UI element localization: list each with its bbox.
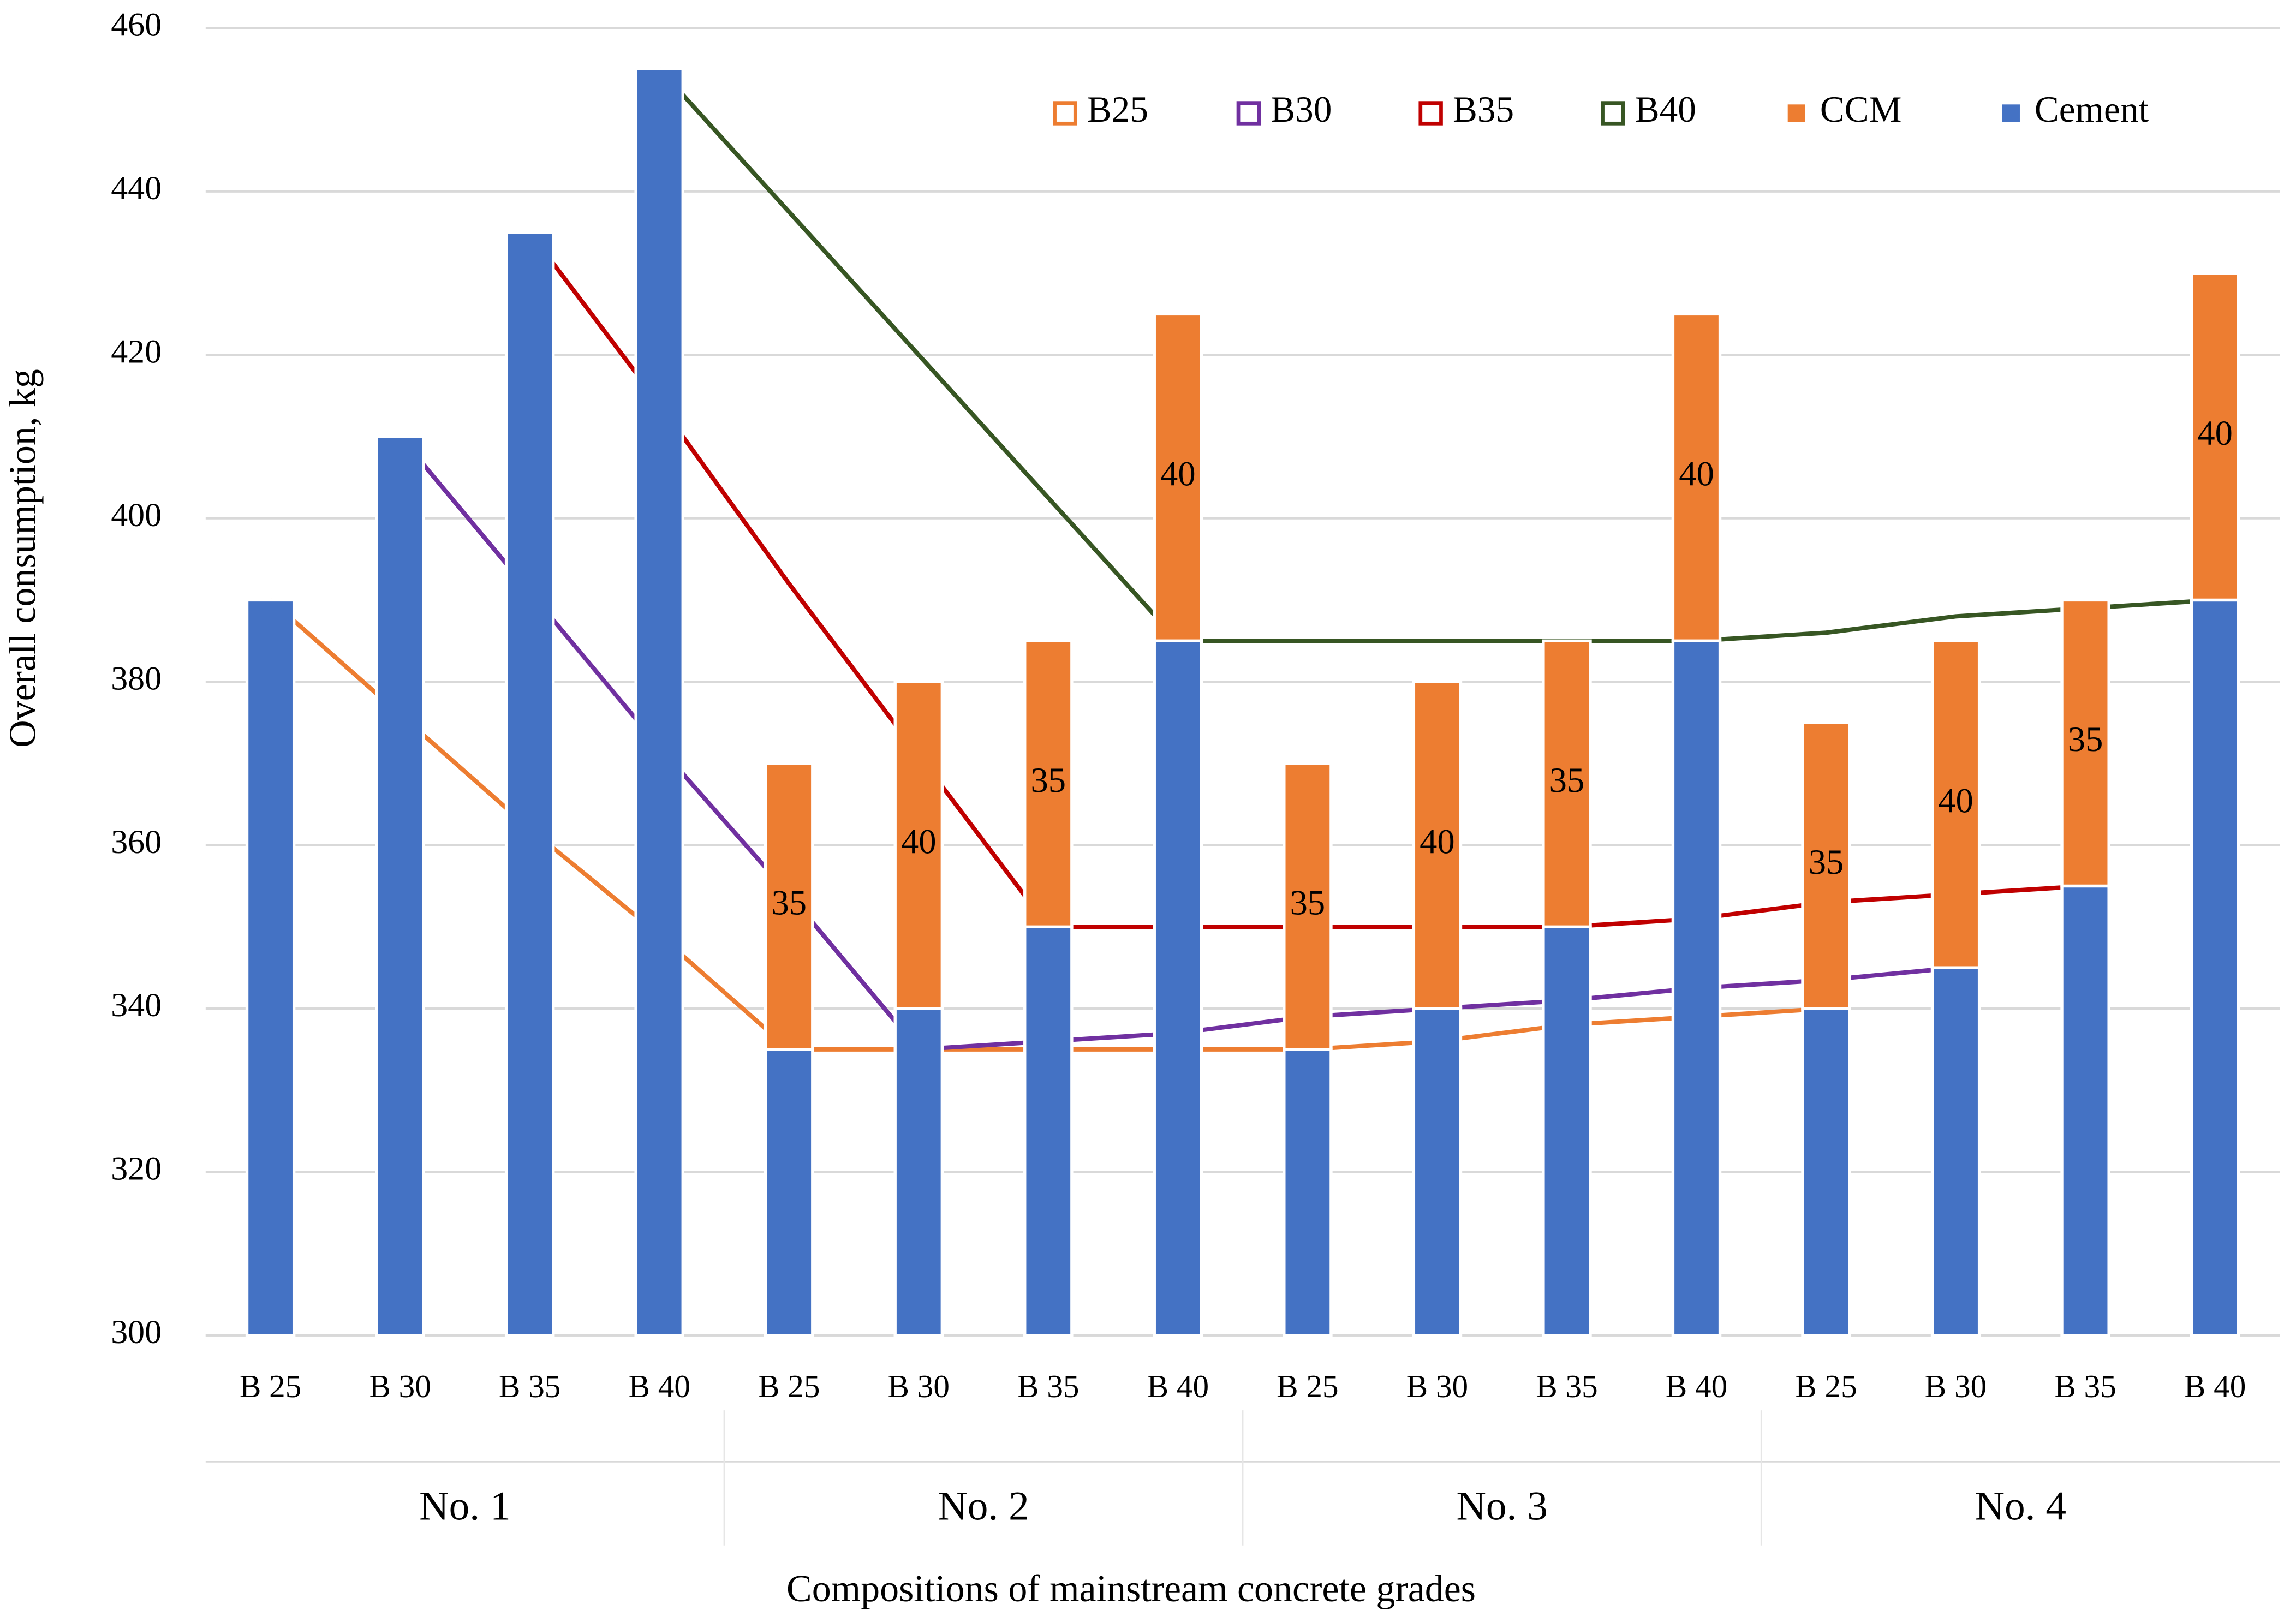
- data-label: 40: [1938, 781, 1973, 820]
- bar: [1930, 639, 1981, 969]
- bar: [893, 680, 944, 1010]
- bar: [764, 1048, 814, 1337]
- bar: [1801, 721, 1851, 1010]
- x-tick-label: B 40: [1147, 1368, 1209, 1404]
- y-axis-label: Overall consumption, kg: [2, 369, 44, 748]
- bar: [1671, 639, 1722, 1337]
- bar: [2190, 598, 2240, 1337]
- group-label: No. 1: [419, 1484, 510, 1529]
- bar: [1153, 639, 1203, 1337]
- legend-label: B25: [1087, 89, 1148, 130]
- x-tick-label: B 30: [1406, 1368, 1469, 1404]
- data-label: 35: [1549, 760, 1585, 800]
- x-tick-label: B 25: [1277, 1368, 1339, 1404]
- y-tick-label: 360: [111, 824, 162, 861]
- data-label: 35: [2068, 719, 2103, 759]
- legend-label: B35: [1453, 89, 1514, 130]
- x-tick-label: B 25: [1795, 1368, 1857, 1404]
- y-tick-label: 400: [111, 497, 162, 534]
- y-tick-label: 320: [111, 1150, 162, 1188]
- x-tick-label: B 25: [758, 1368, 820, 1404]
- x-tick-label: B 35: [499, 1368, 561, 1404]
- bar: [1153, 312, 1203, 642]
- bar: [2190, 271, 2240, 602]
- y-tick-label: 440: [111, 170, 162, 207]
- x-tick-label: B 30: [369, 1368, 431, 1404]
- legend-label: CCM: [1820, 89, 1902, 130]
- group-label: No. 2: [938, 1484, 1029, 1529]
- bar: [1930, 966, 1981, 1337]
- x-tick-label: B 30: [888, 1368, 950, 1404]
- y-tick-label: 300: [111, 1314, 162, 1351]
- bar: [375, 435, 425, 1337]
- x-tick-label: B 40: [2184, 1368, 2246, 1404]
- data-label: 35: [1809, 842, 1844, 881]
- x-tick-label: B 30: [1925, 1368, 1987, 1404]
- data-label: 35: [1031, 760, 1066, 800]
- x-tick-label: B 35: [1017, 1368, 1079, 1404]
- legend-swatch: [1601, 101, 1625, 126]
- bar: [893, 1007, 944, 1337]
- data-label: 35: [1290, 883, 1326, 922]
- x-tick-label: B 40: [1666, 1368, 1728, 1404]
- group-label: No. 3: [1456, 1484, 1547, 1529]
- data-label: 40: [901, 821, 937, 861]
- legend-swatch: [1787, 104, 1805, 122]
- bar: [1412, 680, 1463, 1010]
- bar: [1542, 925, 1592, 1337]
- bar: [1801, 1007, 1851, 1337]
- line-series: [658, 67, 2215, 643]
- y-tick-label: 420: [111, 333, 162, 370]
- bar: [1542, 639, 1592, 928]
- bar: [1671, 312, 1722, 642]
- x-tick-label: B 25: [240, 1368, 302, 1404]
- bar: [1283, 762, 1333, 1051]
- data-label: 40: [1679, 454, 1714, 493]
- data-label: 35: [771, 883, 807, 922]
- bar: [245, 598, 296, 1337]
- x-axis-label: Compositions of mainstream concrete grad…: [786, 1568, 1476, 1610]
- bar: [1412, 1007, 1463, 1337]
- data-label: 40: [1160, 454, 1196, 493]
- bar: [504, 230, 555, 1337]
- legend-label: B30: [1271, 89, 1332, 130]
- legend-label: B40: [1635, 89, 1696, 130]
- data-label: 40: [2197, 413, 2233, 452]
- legend-swatch: [1053, 101, 1077, 126]
- data-label: 40: [1420, 821, 1455, 861]
- group-label: No. 4: [1975, 1484, 2066, 1529]
- x-tick-label: B 35: [2054, 1368, 2116, 1404]
- bar: [764, 762, 814, 1051]
- legend-swatch: [2002, 104, 2020, 122]
- legend-swatch: [1418, 101, 1443, 126]
- bar: [1283, 1048, 1333, 1337]
- bar: [634, 67, 684, 1337]
- bar: [2060, 884, 2110, 1337]
- y-tick-label: 460: [111, 7, 162, 44]
- bar: [1023, 925, 1074, 1337]
- y-tick-label: 380: [111, 660, 162, 697]
- bar: [1023, 639, 1074, 928]
- y-tick-label: 340: [111, 987, 162, 1024]
- legend-swatch: [1236, 101, 1261, 126]
- bar: [2060, 598, 2110, 888]
- x-tick-label: B 35: [1536, 1368, 1598, 1404]
- x-tick-label: B 40: [628, 1368, 690, 1404]
- legend-label: Cement: [2035, 89, 2149, 130]
